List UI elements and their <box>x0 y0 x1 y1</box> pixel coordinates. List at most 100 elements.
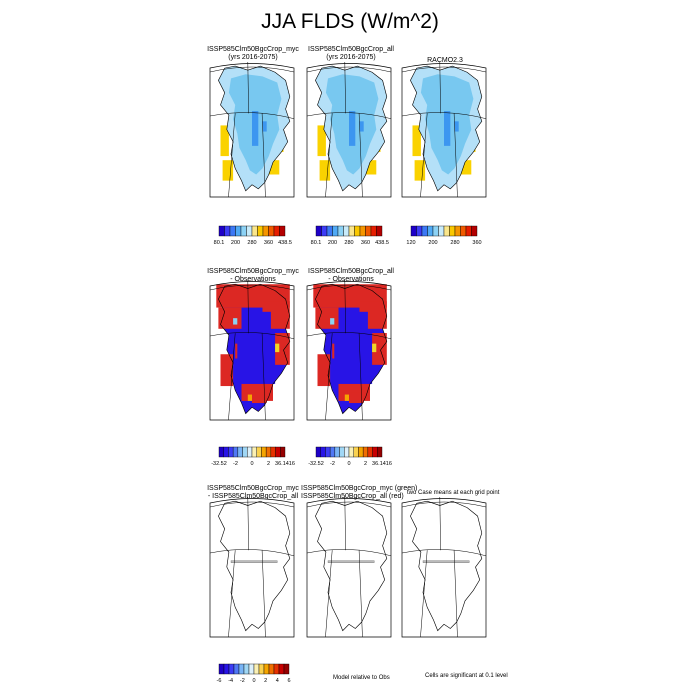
ice-core-cell <box>444 111 451 146</box>
latitude-line <box>306 112 392 119</box>
latitude-line <box>401 549 487 557</box>
colorbar-tick-label: 200 <box>231 240 240 246</box>
colorbar-tick-label: 4 <box>276 678 279 684</box>
panel-title-top-left: ISSP585Clm50BgcCrop_myc (yrs 2016-2075) <box>203 46 303 62</box>
diff-cell-negative <box>237 333 276 384</box>
colorbar-tick-label: 80.1 <box>311 240 322 246</box>
colorbar-tick-label: 36.1416 <box>275 461 295 467</box>
coastal-cell <box>319 160 331 181</box>
colorbar-tick-label: 2 <box>264 678 267 684</box>
map-panel <box>401 496 487 638</box>
meridian-line <box>325 333 333 421</box>
colorbar-swatch <box>237 446 243 458</box>
meridian-line <box>261 113 266 198</box>
colorbar-tick-label: -32.52 <box>211 461 227 467</box>
panel-title-mid-middle: ISSP585Clm50BgcCrop_all - Observations <box>301 268 401 284</box>
colorbar: 120 200 280 360 <box>406 225 482 246</box>
meridian-line <box>439 496 441 551</box>
colorbar-swatch <box>218 446 224 458</box>
latitude-line <box>401 501 487 508</box>
colorbar-swatch <box>372 446 378 458</box>
colorbar-tick-label: 360 <box>264 240 273 246</box>
colorbar-tick-label: 200 <box>328 240 337 246</box>
colorbar-swatch <box>243 663 250 675</box>
colorbar-tick-label: 6 <box>287 678 290 684</box>
diff-cell-small <box>233 318 238 325</box>
coastal-cell <box>412 125 421 157</box>
meridian-line <box>420 113 428 198</box>
colorbar-swatch <box>344 446 350 458</box>
colorbar-swatch <box>354 225 361 237</box>
colorbar-swatch <box>421 225 428 237</box>
colorbar-tick-label: 280 <box>247 240 256 246</box>
colorbar-swatch <box>432 225 439 237</box>
colorbar-swatch <box>278 663 285 675</box>
diff-cell-positive <box>349 392 364 404</box>
colorbar-tick-label: 0 <box>347 461 350 467</box>
meridian-line <box>344 496 346 551</box>
panel-title-line2: - Observations <box>230 276 276 283</box>
colorbar-swatch <box>362 446 369 458</box>
meridian-line <box>358 333 363 421</box>
colorbar-swatch <box>246 225 253 237</box>
map-frame <box>306 498 392 638</box>
panel-title-line1: RACMO2.3 <box>427 57 463 64</box>
colorbar-swatch <box>376 225 383 237</box>
colorbar-swatch <box>427 225 434 237</box>
colorbar: -32.52 -2 0 2 36.1416 <box>308 446 392 467</box>
colorbar-swatch <box>228 446 234 458</box>
map-content <box>216 283 291 415</box>
colorbar-swatch <box>438 225 445 237</box>
diff-cell-small <box>330 318 335 325</box>
meridian-line <box>344 61 346 114</box>
coastal-cell <box>414 160 426 181</box>
colorbar-swatch <box>280 446 286 458</box>
colorbar-tick-label: -32.52 <box>308 461 324 467</box>
colorbar-swatch <box>224 225 231 237</box>
colorbar-swatch <box>265 446 272 458</box>
colorbar-tick-label: -2 <box>233 461 238 467</box>
coastline <box>410 500 483 632</box>
map-frame <box>209 63 295 198</box>
coastline <box>218 500 291 632</box>
ice-core-cell <box>252 111 259 146</box>
colorbar-swatch <box>233 663 240 675</box>
colorbar-swatch <box>334 446 340 458</box>
colorbar-swatch <box>279 225 286 237</box>
colorbar-swatch <box>223 663 230 675</box>
meridian-line <box>228 550 236 638</box>
coastal-cell <box>460 160 472 175</box>
latitude-line <box>209 501 295 508</box>
panel-title-bot-right: two Case means at each grid point <box>407 490 500 496</box>
meridian-line <box>358 113 363 198</box>
map-frame <box>209 281 295 421</box>
colorbar-swatch <box>248 663 255 675</box>
ice-core-cell <box>359 121 364 132</box>
colorbar-tick-label: 360 <box>361 240 370 246</box>
meridian-line <box>453 113 458 198</box>
colorbar-tick-label: -2 <box>330 461 335 467</box>
map-panel <box>209 279 295 421</box>
coastline <box>410 65 483 192</box>
transect-bar <box>230 560 278 563</box>
map-panel <box>306 279 392 421</box>
colorbar-swatch <box>283 663 290 675</box>
map-content <box>315 500 388 632</box>
colorbar-tick-label: 200 <box>428 240 437 246</box>
colorbar-swatch <box>273 663 280 675</box>
panel-title-line2: (yrs 2016-2075) <box>228 54 278 61</box>
colorbar-swatch <box>465 225 472 237</box>
colorbar-swatch <box>358 446 364 458</box>
panel-title-line2: ISSP585Clm50BgcCrop_all (red) <box>301 493 404 500</box>
map-frame <box>401 498 487 638</box>
colorbar: 80.1 200 280 360 438.5 <box>214 225 292 246</box>
diff-cell-negative <box>334 333 373 384</box>
colorbar-tick-label: 438.5 <box>278 240 292 246</box>
main-title: JJA FLDS (W/m^2) <box>261 10 439 33</box>
colorbar-swatch <box>320 446 326 458</box>
latitude-line <box>306 549 392 557</box>
panel-title-line1: ISSP585Clm50BgcCrop_myc (green) <box>301 485 418 492</box>
map-panel <box>306 61 392 198</box>
colorbar-swatch <box>261 446 267 458</box>
